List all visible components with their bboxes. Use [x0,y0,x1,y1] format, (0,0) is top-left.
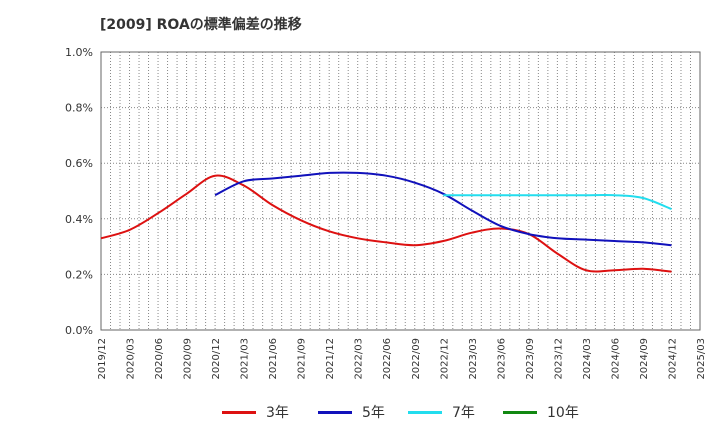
legend: 3年 5年 7年 10年 [0,398,720,428]
x-tick-label: 2022/03 [354,338,365,380]
plot-area [100,51,701,331]
x-tick-label: 2023/09 [525,338,536,380]
y-tick-label: 1.0% [65,46,93,59]
x-tick-label: 2022/09 [411,338,422,380]
series-line-2 [214,171,672,247]
y-tick-label: 0.2% [65,268,93,281]
x-tick-label: 2024/09 [639,338,650,380]
legend-label: 5年 [362,405,385,421]
legend-item: 5年 [318,398,385,426]
y-tick-label: 0.4% [65,213,93,226]
series-lines [100,171,672,273]
chart-title: [2009] ROAの標準偏差の推移 [100,17,302,33]
legend-item: 3年 [222,398,289,426]
x-tick-label: 2025/03 [696,338,707,380]
x-tick-label: 2021/12 [325,338,336,380]
x-tick-label: 2021/03 [240,338,251,380]
legend-item: 7年 [408,398,475,426]
x-tick-label: 2023/12 [553,338,564,380]
y-axis-ticks: 0.0% 0.2% 0.4% 0.6% 0.8% 1.0% [65,46,93,337]
legend-swatch [318,410,352,414]
x-tick-label: 2021/06 [268,338,279,380]
series-line-3 [443,193,672,211]
legend-label: 10年 [547,405,579,421]
x-axis-ticks: 2019/12 2020/03 2020/06 2020/09 2020/12 2021/… [97,338,707,380]
x-tick-label: 2021/09 [297,338,308,380]
series-line-1 [100,174,672,273]
x-tick-label: 2020/12 [211,338,222,380]
x-tick-label: 2019/12 [97,338,108,380]
legend-item: 10年 [503,398,579,426]
x-tick-label: 2024/06 [610,338,621,380]
x-tick-label: 2024/12 [667,338,678,380]
x-tick-label: 2022/12 [439,338,450,380]
legend-swatch [408,410,442,414]
y-tick-label: 0.0% [65,324,93,337]
x-tick-label: 2020/06 [154,338,165,380]
legend-label: 3年 [266,405,289,421]
y-tick-label: 0.8% [65,102,93,115]
legend-swatch [222,410,256,414]
x-tick-label: 2023/03 [468,338,479,380]
x-tick-label: 2020/09 [183,338,194,380]
x-tick-label: 2022/06 [382,338,393,380]
legend-label: 7年 [452,405,475,421]
x-tick-label: 2023/06 [496,338,507,380]
y-tick-label: 0.6% [65,157,93,170]
x-tick-label: 2024/03 [582,338,593,380]
x-tick-label: 2020/03 [126,338,137,380]
legend-swatch [503,410,537,414]
